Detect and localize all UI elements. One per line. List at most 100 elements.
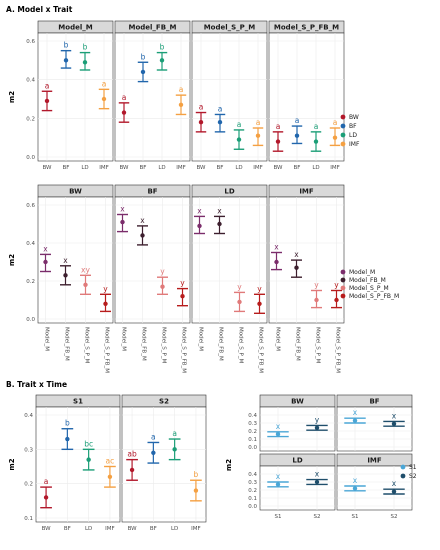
errorbar-point: x	[267, 472, 289, 488]
x-tick-label: Model_S_P_FB_M	[258, 327, 264, 373]
errorbar-point: a	[214, 104, 226, 133]
mean-point	[159, 58, 165, 63]
section-title-b: B. Trait x Time	[6, 380, 67, 389]
mean-point	[275, 432, 281, 437]
errorbar-point: a	[168, 429, 181, 461]
errorbar-point: a	[40, 477, 52, 509]
mean-point	[65, 436, 70, 442]
legend-label: BF	[349, 123, 357, 130]
mean-point	[217, 221, 222, 227]
errorbar-point: x	[383, 479, 405, 495]
legend-label: Model_FB_M	[349, 277, 386, 284]
x-tick-label: S1	[352, 514, 359, 520]
panel-title: Model_S_P_M	[204, 24, 256, 32]
y-tick-label: 0.2	[26, 279, 35, 285]
mean-point	[197, 223, 202, 229]
errorbar-point: x	[344, 408, 366, 424]
significance-label: y	[160, 267, 165, 276]
legend-marker	[400, 464, 406, 470]
x-tick-label: IMF	[330, 165, 340, 171]
panel-background	[35, 406, 121, 523]
significance-label: x	[43, 244, 48, 253]
y-tick-label: 0.4	[248, 413, 257, 419]
legend-marker	[400, 473, 406, 479]
significance-label: x	[392, 479, 397, 488]
panel-background	[37, 196, 114, 324]
significance-label: x	[140, 216, 145, 225]
section-title-a: A. Model x Trait	[6, 5, 73, 14]
legend-label: Model_S_P_FB_M	[349, 293, 399, 300]
significance-label: a	[44, 477, 49, 486]
mean-point	[332, 135, 338, 140]
significance-label: y	[315, 415, 320, 424]
mean-point	[314, 479, 320, 485]
errorbar-point: a	[195, 103, 207, 133]
y-tick-label: 0.1	[248, 496, 257, 502]
panel-title: S1	[73, 398, 83, 406]
x-tick-label: BW	[128, 526, 138, 532]
significance-label: x	[353, 476, 358, 485]
x-tick-label: Model_S_P_FB_M	[104, 327, 110, 373]
significance-label: a	[256, 118, 261, 127]
significance-label: x	[392, 411, 397, 420]
significance-label: a	[151, 432, 156, 441]
errorbar-point: a	[233, 120, 245, 150]
errorbar-point: ac	[104, 457, 116, 488]
panel-background	[37, 32, 114, 162]
significance-label: y	[314, 281, 319, 290]
mean-point	[334, 297, 339, 303]
mean-point	[120, 219, 125, 225]
y-tick-label: 0.4	[248, 472, 257, 478]
significance-label: x	[353, 408, 358, 417]
significance-label: a	[102, 79, 107, 88]
significance-label: b	[160, 43, 165, 52]
errorbar-point: a	[252, 118, 264, 147]
x-tick-label: LD	[171, 526, 178, 532]
mean-point	[121, 110, 127, 115]
y-tick-label: 0.3	[24, 447, 33, 453]
x-tick-label: LD	[235, 165, 242, 171]
errorbar-point: a	[291, 116, 303, 145]
legend-marker	[340, 293, 346, 299]
legend-label: S1	[409, 464, 417, 471]
x-tick-label: S2	[314, 514, 321, 520]
mean-point	[180, 294, 185, 299]
mean-point	[43, 259, 48, 265]
mean-point	[193, 488, 199, 493]
significance-label: x	[120, 205, 125, 214]
x-tick-label: IMF	[191, 526, 201, 532]
x-tick-label: Model_M	[121, 327, 127, 351]
errorbar-point: b	[79, 43, 91, 71]
x-tick-label: BW	[119, 165, 129, 171]
x-tick-label: LD	[81, 165, 88, 171]
x-tick-label: Model_S_P_FB_M	[335, 327, 341, 373]
legend-marker	[340, 123, 346, 129]
significance-label: b	[64, 41, 69, 50]
significance-label: y	[334, 281, 339, 290]
significance-label: a	[179, 85, 184, 94]
x-tick-label: BF	[64, 526, 71, 532]
panel-title: S2	[159, 398, 169, 406]
y-tick-label: 0.2	[248, 488, 257, 494]
mean-point	[217, 120, 223, 125]
errorbar-point: x	[214, 206, 225, 235]
mean-point	[314, 297, 319, 303]
significance-label: bc	[84, 439, 93, 448]
errorbar-point: y	[311, 281, 322, 309]
y-tick-label: 0.0	[26, 155, 35, 161]
significance-label: a	[333, 118, 338, 127]
errorbar-point: a	[175, 85, 187, 116]
errorbar-point: x	[306, 470, 328, 486]
significance-label: a	[45, 81, 50, 90]
mean-point	[160, 284, 165, 289]
mean-point	[275, 482, 281, 487]
significance-label: xy	[81, 265, 90, 274]
x-tick-label: BF	[63, 165, 70, 171]
y-tick-label: 0.4	[26, 241, 35, 247]
y-tick-label: 0.1	[24, 516, 33, 522]
mean-point	[44, 98, 50, 104]
panel-background	[268, 196, 345, 324]
panel-background	[121, 406, 207, 523]
significance-label: y	[103, 284, 108, 293]
errorbar-point: a	[310, 122, 322, 152]
